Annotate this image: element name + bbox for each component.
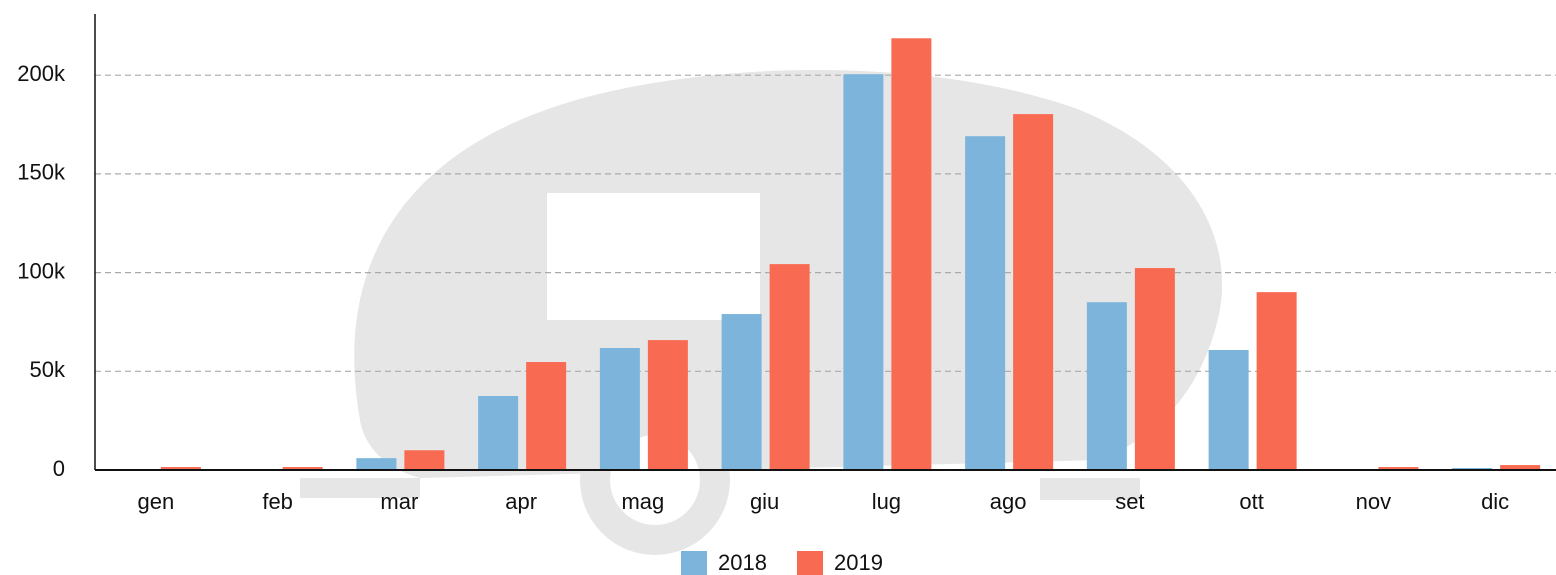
bar [965,136,1005,470]
x-tick-label: set [1115,489,1144,514]
legend-swatch [797,551,823,575]
x-tick-label: ott [1239,489,1263,514]
x-tick-label: gen [138,489,175,514]
legend-label: 2018 [718,550,767,575]
watermark-window [547,193,760,320]
bar [1135,268,1175,470]
bar [404,450,444,470]
bar [1087,302,1127,470]
watermark [300,70,1222,555]
legend-swatch [681,551,707,575]
x-tick-label: mar [380,489,418,514]
x-tick-label: lug [872,489,901,514]
x-tick-label: feb [262,489,293,514]
bar [478,396,518,470]
bar [1257,292,1297,470]
x-tick-label: giu [750,489,779,514]
x-tick-label: dic [1481,489,1509,514]
bar [1013,114,1053,470]
bar [356,458,396,470]
bar [526,362,566,470]
x-tick-label: apr [505,489,537,514]
bar [891,38,931,470]
x-tick-label: nov [1356,489,1391,514]
y-tick-label: 0 [53,456,65,481]
bar [722,314,762,470]
chart: 0 50k 100k 150k 200k gen feb mar apr mag giu lug ago… [0,0,1556,575]
y-tick-label: 50k [30,357,66,382]
x-tick-label: mag [621,489,664,514]
y-tick-label: 100k [17,258,66,283]
bar [1209,350,1249,470]
bar [600,348,640,470]
y-tick-label: 200k [17,61,66,86]
x-tick-label: ago [990,489,1027,514]
bar [770,264,810,470]
bar [843,74,883,470]
bar [648,340,688,470]
legend-label: 2019 [834,550,883,575]
y-tick-label: 150k [17,160,66,185]
